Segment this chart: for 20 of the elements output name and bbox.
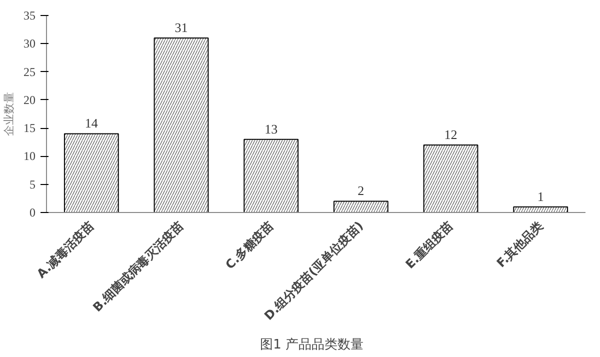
text: 图1 产品品类数量 [260,338,364,352]
y-tick-label: 15 [24,121,36,136]
y-tick-label: 25 [24,64,36,79]
x-tick-label: A.减毒活疫苗 [34,218,96,281]
x-tick-label: F.其他品类 [494,218,546,270]
data-label: 13 [264,121,278,136]
data-label: 12 [444,126,458,142]
y-axis-title: 企业数量 [2,92,16,136]
y-tick-label: 5 [30,177,36,192]
y-tick-label: 30 [24,36,36,51]
data-label: 14 [84,116,98,131]
y-tick-label: 35 [24,8,36,22]
y-tick-label: 10 [24,149,36,164]
y-tick-label: 20 [24,92,36,107]
x-tick-label: C.多糖疫苗 [222,218,276,272]
data-label: 31 [174,20,188,36]
x-tick-label: E.重组疫苗 [402,218,456,272]
y-tick-label: 0 [30,206,36,220]
data-label: 2 [358,183,364,198]
data-label: 1 [537,188,544,204]
